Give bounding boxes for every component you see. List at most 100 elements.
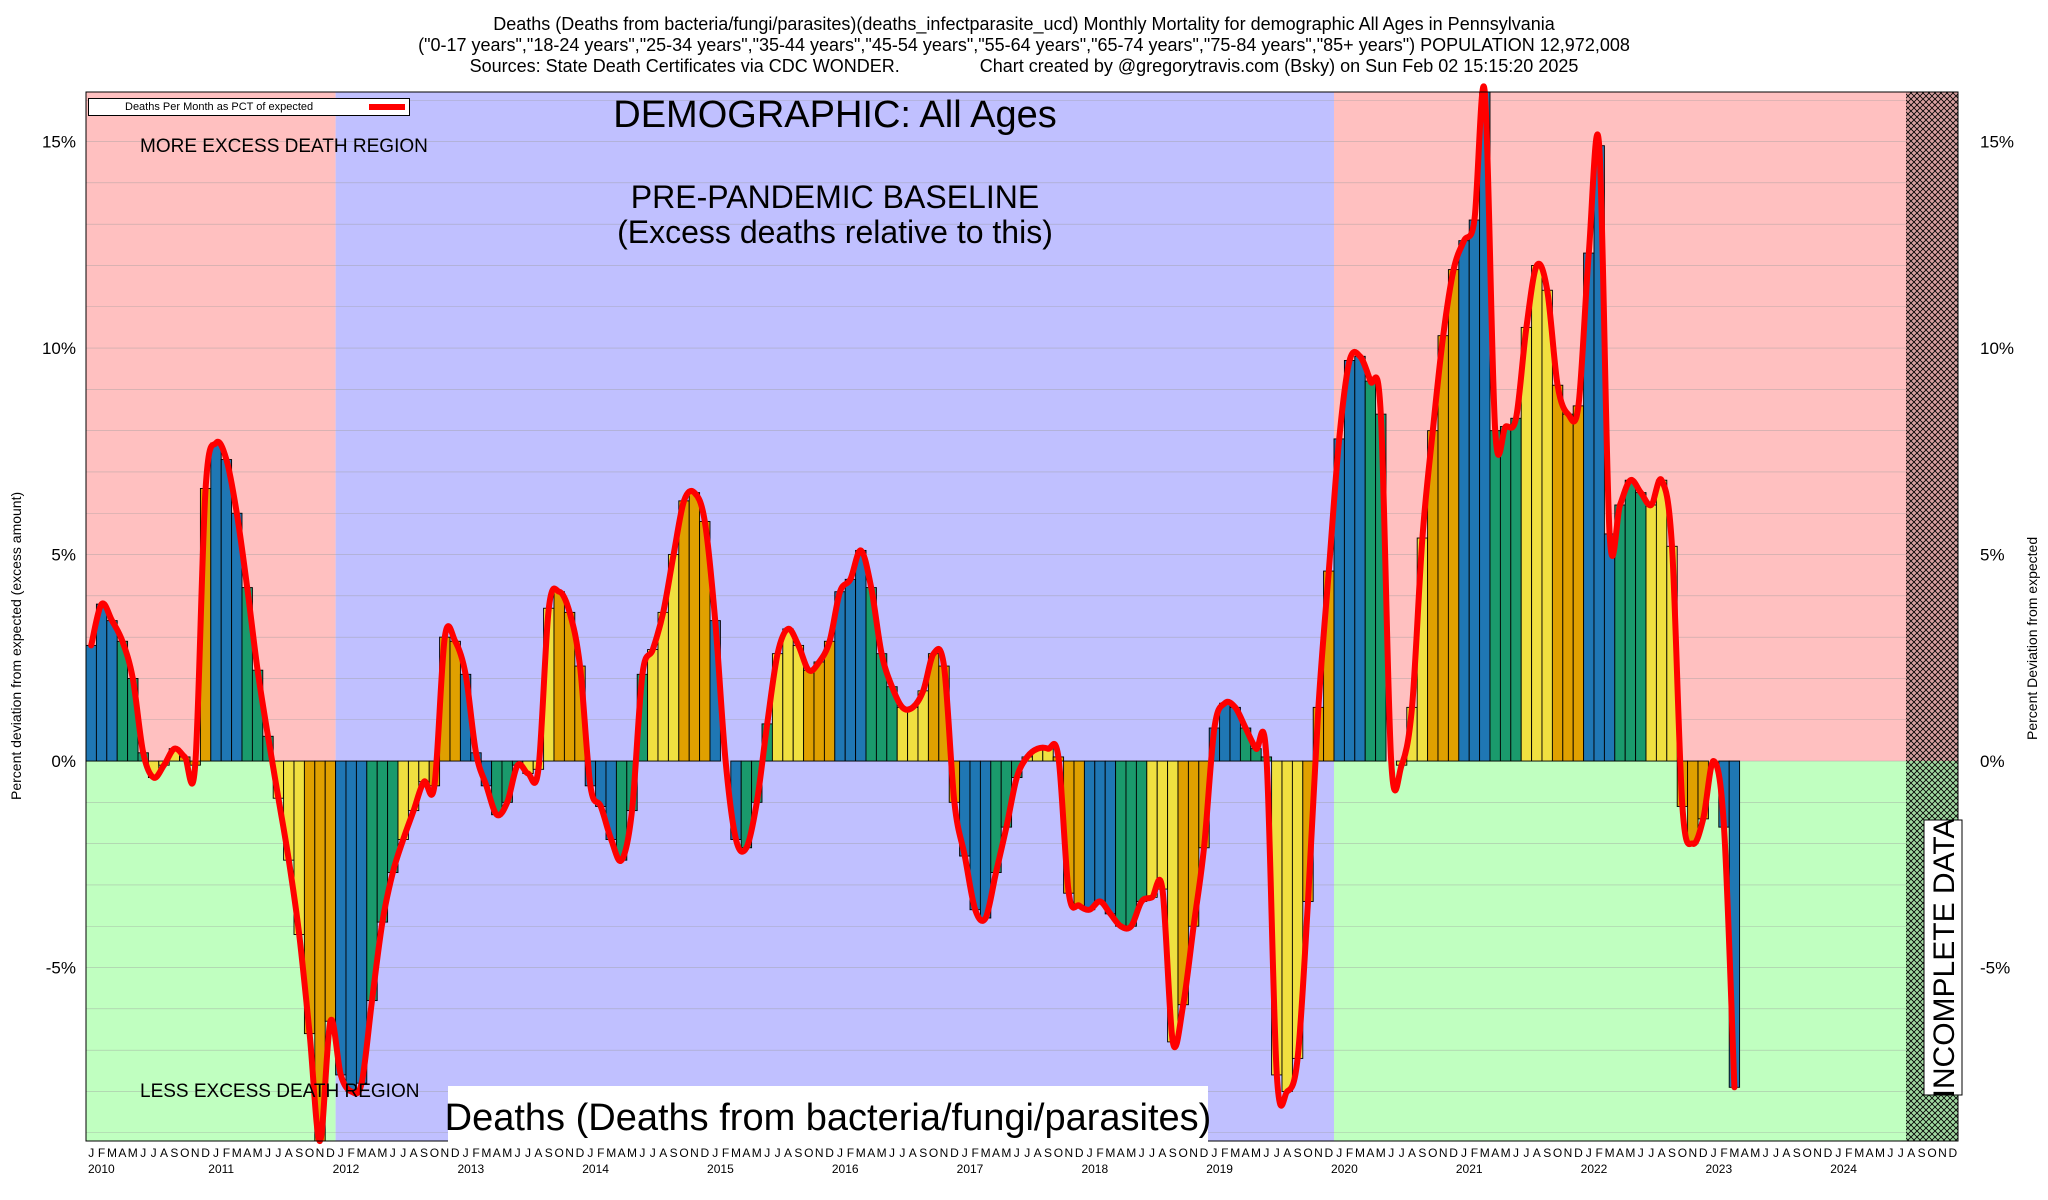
x-tick-year: 2015 (707, 1162, 734, 1176)
bar (1073, 760, 1085, 907)
x-tick-month: N (1064, 1146, 1073, 1160)
x-tick-month: J (515, 1146, 521, 1160)
x-tick-month: J (390, 1146, 396, 1160)
x-tick-month: F (1596, 1146, 1603, 1160)
x-tick-month: M (1854, 1146, 1864, 1160)
x-tick-month: D (326, 1146, 335, 1160)
x-tick-month: O (1179, 1146, 1188, 1160)
x-tick-month: J (775, 1146, 781, 1160)
x-tick-month: S (295, 1146, 303, 1160)
x-tick-month: N (1938, 1146, 1947, 1160)
bar (1562, 413, 1574, 762)
x-tick-month: A (160, 1146, 168, 1160)
x-tick-month: D (1824, 1146, 1833, 1160)
x-tick-month: O (1553, 1146, 1562, 1160)
x-tick-month: F (348, 1146, 355, 1160)
x-tick-month: N (316, 1146, 325, 1160)
x-tick-month: J (1263, 1146, 1269, 1160)
baseline-label-line-1: PRE-PANDEMIC BASELINE (631, 179, 1039, 215)
bar (1499, 426, 1512, 762)
x-tick-month: J (587, 1146, 593, 1160)
x-tick-month: A (243, 1146, 251, 1160)
x-tick-month: M (1230, 1146, 1240, 1160)
bar (1551, 384, 1564, 762)
bar (844, 578, 857, 762)
legend: Deaths Per Month as PCT of expected (88, 98, 410, 116)
x-tick-month: M (377, 1146, 387, 1160)
x-tick-year: 2011 (208, 1162, 234, 1176)
bar (1281, 760, 1293, 1092)
sources-text: Sources: State Death Certificates via CD… (469, 56, 900, 76)
x-tick-month: J (1648, 1146, 1654, 1160)
x-tick-month: J (213, 1146, 219, 1160)
title-line-2: ("0-17 years","18-24 years","25-34 years… (418, 35, 1630, 55)
bar (1104, 760, 1117, 915)
x-tick-month: A (992, 1146, 1000, 1160)
bar (813, 661, 825, 762)
x-tick-month: M (1355, 1146, 1365, 1160)
x-tick-month: A (1533, 1146, 1541, 1160)
x-tick-month: J (650, 1146, 656, 1160)
x-tick-month: M (1605, 1146, 1615, 1160)
bar (1531, 265, 1543, 762)
x-tick-month: F (972, 1146, 979, 1160)
x-tick-month: F (98, 1146, 105, 1160)
x-tick-month: O (929, 1146, 938, 1160)
x-tick-month: O (305, 1146, 314, 1160)
x-tick-month: S (670, 1146, 678, 1160)
bar (1115, 760, 1127, 927)
y-tick-label-right: 0% (1980, 752, 2005, 771)
x-tick-month: F (1346, 1146, 1353, 1160)
x-tick-month: J (639, 1146, 645, 1160)
bar (1510, 417, 1522, 762)
x-tick-month: M (731, 1146, 741, 1160)
x-tick-month: J (525, 1146, 531, 1160)
x-tick-month: J (1399, 1146, 1405, 1160)
incomplete-label-background (1923, 819, 1963, 1096)
bar (855, 549, 867, 762)
x-tick-month: O (679, 1146, 688, 1160)
x-tick-month: M (606, 1146, 616, 1160)
x-tick-month: J (140, 1146, 146, 1160)
x-tick-month: J (764, 1146, 770, 1160)
x-tick-month: A (1616, 1146, 1624, 1160)
bar (678, 500, 690, 762)
excess-deaths-line (88, 83, 1738, 1145)
x-tick-month: N (690, 1146, 699, 1160)
x-tick-month: A (784, 1146, 792, 1160)
x-tick-month: D (1075, 1146, 1084, 1160)
x-tick-month: N (1688, 1146, 1697, 1160)
x-tick-month: J (1513, 1146, 1519, 1160)
bar (782, 628, 794, 762)
bar (1094, 760, 1106, 902)
x-tick-month: S (919, 1146, 927, 1160)
x-tick-month: M (1501, 1146, 1511, 1160)
x-tick-month: J (463, 1146, 469, 1160)
incomplete-data-label: INCOMPLETE DATA (1928, 819, 1961, 1098)
x-tick-month: A (493, 1146, 501, 1160)
x-tick-month: D (1574, 1146, 1583, 1160)
x-tick-month: J (1711, 1146, 1717, 1160)
bar (1458, 240, 1470, 762)
x-tick-month: M (1480, 1146, 1490, 1160)
legend-line-swatch (369, 104, 405, 110)
x-tick-month: D (1449, 1146, 1458, 1160)
bar (1603, 533, 1616, 762)
bottom-title-background (448, 1086, 1208, 1142)
y-tick-label-left: 5% (51, 546, 76, 565)
x-tick-month: M (1729, 1146, 1739, 1160)
x-tick-month: J (1887, 1146, 1893, 1160)
x-tick-month: M (1376, 1146, 1386, 1160)
x-tick-year: 2021 (1456, 1162, 1483, 1176)
x-tick-month: N (440, 1146, 449, 1160)
x-tick-month: D (1948, 1146, 1957, 1160)
x-tick-month: N (1564, 1146, 1573, 1160)
bar (1125, 760, 1137, 927)
x-tick-month: S (170, 1146, 178, 1160)
x-tick-month: D (1324, 1146, 1333, 1160)
x-tick-month: M (1750, 1146, 1760, 1160)
x-tick-month: F (847, 1146, 854, 1160)
x-tick-month: J (1388, 1146, 1394, 1160)
x-tick-month: F (1720, 1146, 1727, 1160)
bar (335, 760, 347, 1076)
